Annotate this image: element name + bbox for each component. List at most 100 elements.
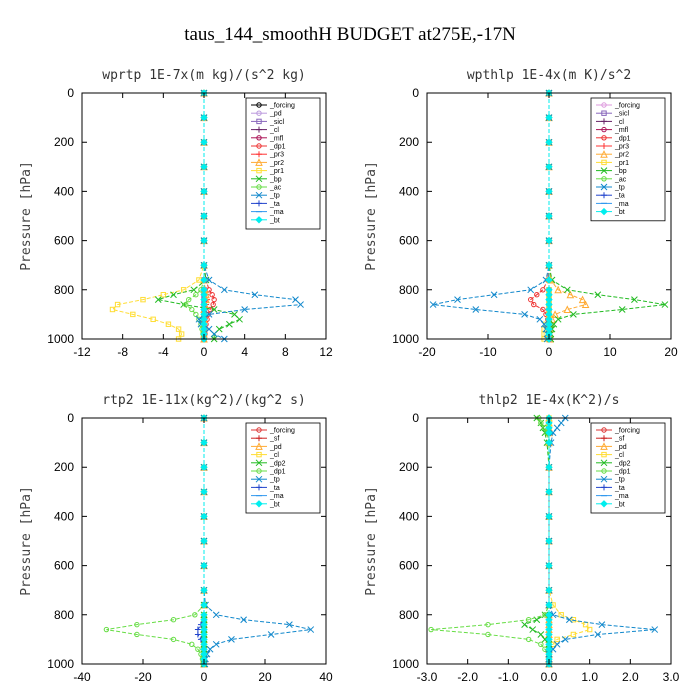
legend-marker	[601, 143, 607, 149]
data-point	[200, 236, 208, 245]
legend-marker	[601, 484, 607, 491]
legend-marker	[256, 200, 262, 207]
legend-entry: _cl	[614, 452, 624, 459]
data-point	[206, 645, 214, 653]
series-pr1	[109, 90, 207, 342]
data-point	[581, 300, 590, 309]
data-point	[550, 320, 558, 328]
series-dp1	[428, 415, 552, 667]
data-point	[554, 285, 562, 294]
legend-entry: _bt	[614, 209, 625, 216]
y-tick-label: 600	[399, 234, 419, 248]
x-tick-label: 0	[201, 670, 208, 684]
legend-entry: _ma	[269, 209, 284, 216]
legend-marker	[255, 475, 263, 483]
y-axis-label: Pressure [hPa]	[364, 161, 379, 271]
data-point	[200, 113, 208, 122]
data-point	[545, 187, 553, 196]
data-point	[165, 321, 172, 327]
y-tick-label: 200	[54, 135, 74, 149]
legend-entry: _mfl	[269, 135, 284, 142]
data-point	[578, 295, 587, 304]
data-point	[292, 296, 299, 303]
legend-marker	[601, 176, 607, 182]
legend-box	[590, 97, 666, 222]
legend-entry: _bt	[269, 501, 280, 508]
y-axis-label: Pressure [hPa]	[19, 161, 34, 271]
y-tick-label: 600	[399, 559, 419, 573]
x-tick-label: 0.0	[541, 670, 558, 684]
y-tick-label: 200	[399, 460, 419, 474]
data-point	[563, 286, 571, 294]
x-tick-label: 12	[319, 345, 333, 359]
data-point	[538, 641, 544, 648]
legend-marker	[601, 135, 607, 141]
data-point	[210, 301, 216, 308]
data-point	[485, 621, 491, 628]
series-line	[111, 93, 205, 340]
legend-entry: _bp	[614, 168, 627, 175]
legend-entry: _pr1	[269, 168, 284, 175]
legend-marker	[600, 442, 608, 450]
legend-entry: _tp	[269, 477, 280, 484]
data-point	[205, 276, 213, 284]
x-tick-label: 0	[201, 345, 208, 359]
y-tick-label: 800	[54, 608, 74, 622]
legend-entry: _dp1	[269, 144, 286, 151]
legend-entry: _dp1	[269, 469, 286, 476]
data-point	[490, 291, 498, 299]
data-point	[297, 301, 304, 308]
series-tp	[195, 89, 304, 343]
data-point	[651, 626, 659, 633]
legend-entry: _tp	[614, 477, 625, 484]
data-point	[531, 301, 537, 308]
y-tick-label: 1000	[392, 332, 419, 346]
series-cl	[546, 415, 593, 667]
legend-entry: _tp	[269, 193, 280, 200]
legend-marker	[601, 435, 607, 442]
legend-entry: _pr2	[614, 152, 629, 159]
data-point	[200, 261, 208, 269]
y-tick-label: 0	[412, 86, 419, 100]
x-tick-label: 20	[258, 670, 272, 684]
data-point	[545, 429, 553, 437]
legend-marker	[601, 110, 607, 116]
data-point	[549, 611, 557, 619]
legend-marker	[601, 126, 607, 133]
legend-entry: _dp2	[269, 460, 286, 467]
data-point	[195, 315, 203, 323]
data-point	[170, 617, 177, 623]
x-tick-label: -3.0	[417, 670, 438, 684]
y-tick-label: 400	[399, 509, 419, 523]
legend-entry: _ma	[269, 493, 284, 500]
data-point	[485, 631, 491, 638]
legend-entry: _pr2	[269, 160, 284, 167]
data-point	[200, 463, 208, 471]
data-point	[175, 326, 182, 332]
legend-entry: _sf	[614, 436, 624, 443]
data-point	[154, 296, 162, 303]
data-point	[210, 306, 218, 313]
x-tick-label: -1.0	[498, 670, 519, 684]
legend-marker	[256, 435, 262, 442]
legend-marker	[255, 158, 263, 166]
legend: _forcing_sicl_cl_mfl_dp1_pr3_pr2_pr1_bp_…	[590, 97, 666, 222]
x-tick-label: 1.0	[581, 670, 598, 684]
data-point	[241, 306, 249, 313]
legend-marker	[601, 118, 607, 125]
legend-entry: _bp	[269, 176, 282, 183]
legend-entry: _forcing	[269, 103, 295, 110]
data-point	[220, 286, 228, 294]
legend-entry: _pr3	[269, 152, 284, 159]
data-point	[545, 586, 553, 594]
legend: _forcing_sf_pd_cl_dp2 _dp1_tp_ta_ma_bt	[245, 422, 321, 514]
legend-entry: _dp2	[614, 460, 631, 467]
data-point	[525, 617, 532, 623]
legend-entry: _pd	[269, 444, 282, 451]
data-point	[209, 292, 215, 298]
data-point	[528, 296, 534, 303]
legend-entry: _pr3	[614, 144, 629, 151]
data-point	[545, 138, 553, 146]
y-tick-label: 400	[399, 184, 419, 198]
legend-entry: _forcing	[614, 428, 640, 435]
